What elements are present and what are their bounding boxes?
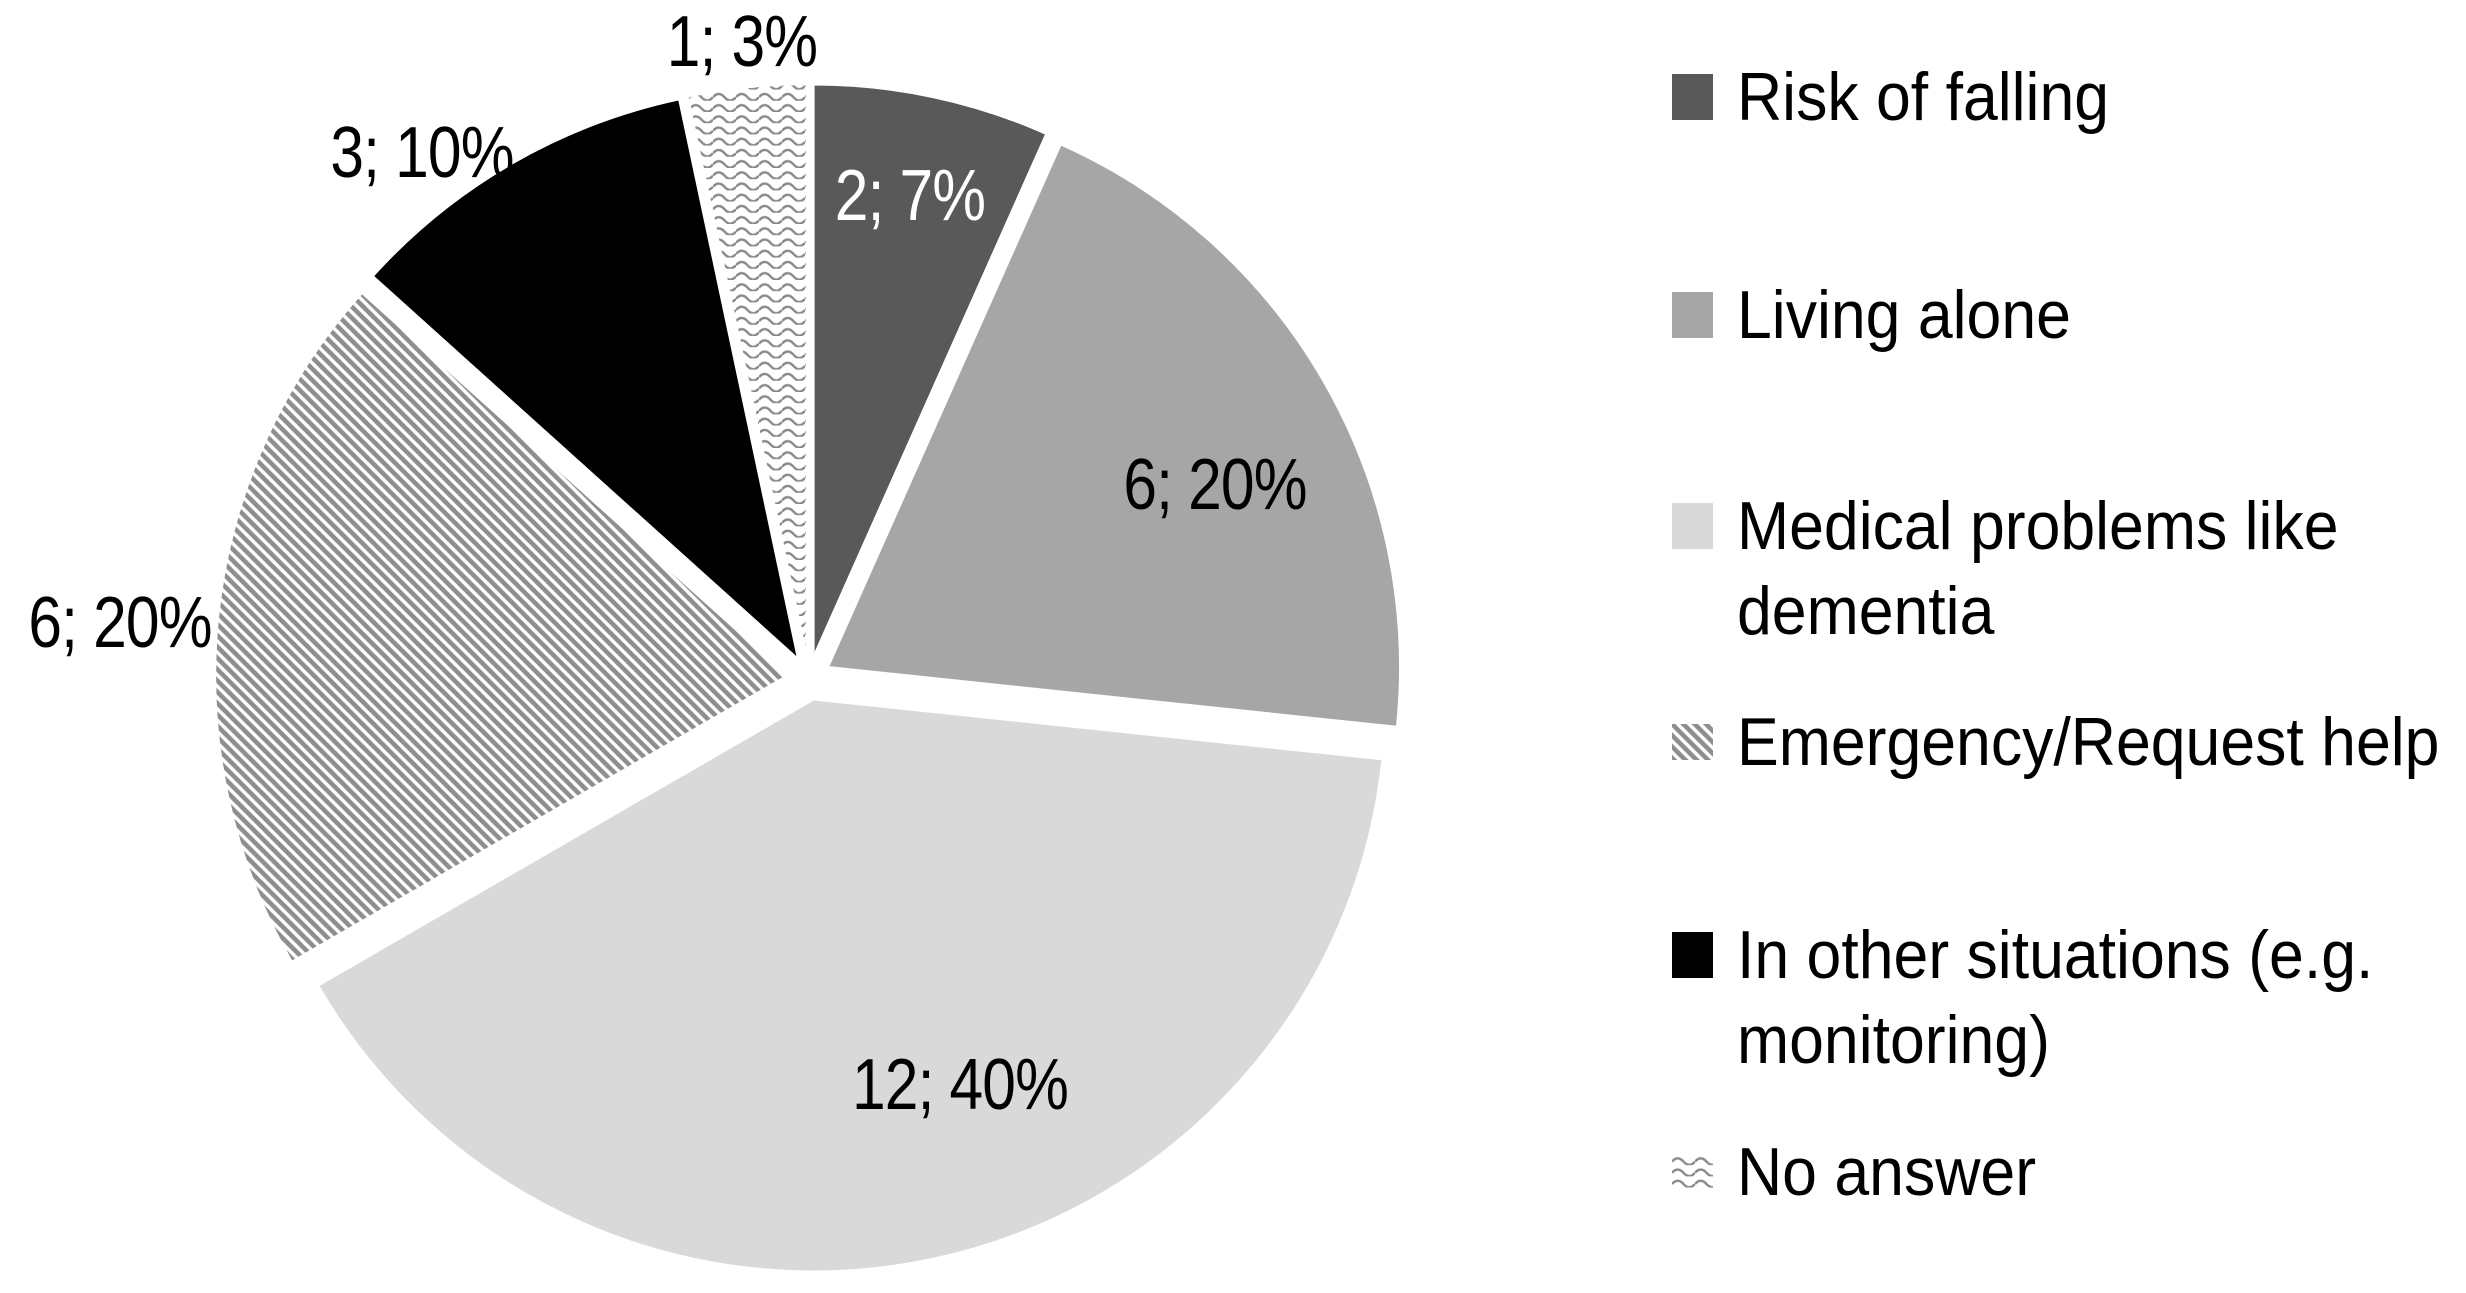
pie-slice-risk-of-falling bbox=[812, 83, 1048, 657]
pie-slice-in-other-situations-e-g-monitoring bbox=[371, 98, 800, 662]
pie-slice-no-answer bbox=[686, 83, 808, 657]
pie-slice-medical-problems-like-dementia bbox=[316, 698, 1384, 1273]
pie-slice-living-alone bbox=[826, 143, 1402, 728]
pie-slice-emergency-request-help bbox=[214, 291, 789, 964]
